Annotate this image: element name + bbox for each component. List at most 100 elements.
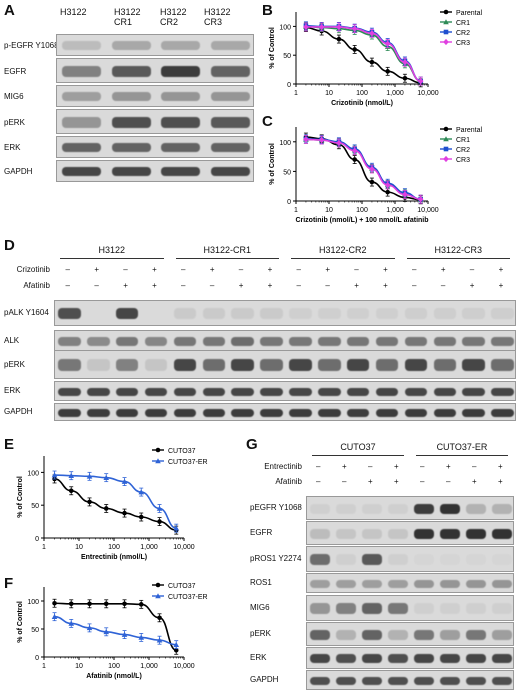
panel-d-palk-y1604-band	[202, 308, 226, 320]
panel-d-alk-band	[404, 337, 428, 347]
y-tick-label: 50	[283, 53, 291, 60]
panel-d-palk-y1604-band	[462, 308, 485, 320]
data-point-marker	[173, 641, 180, 647]
panel-c-letter: C	[262, 113, 273, 130]
panel-d-alk-band	[202, 337, 226, 347]
data-point-marker	[68, 601, 74, 607]
panel-d-gapdh-band	[58, 409, 81, 417]
panel-d-alk-band	[260, 337, 283, 347]
x-tick-label: 10	[325, 90, 333, 97]
panel-g-blot-strip	[306, 546, 514, 572]
data-point-marker	[68, 488, 74, 494]
series-line-cuto37-er	[54, 615, 177, 646]
panel-d-gapdh-band	[289, 409, 312, 417]
panel-d-sign: +	[123, 281, 128, 290]
data-point-marker	[121, 631, 128, 637]
panel-a-gapdh-band	[161, 167, 201, 177]
panel-a-p-egfr-y1068-band	[161, 41, 201, 51]
panel-d-sign: –	[65, 281, 70, 290]
y-tick-label: 100	[27, 599, 39, 606]
data-point-marker	[173, 525, 180, 531]
data-point-marker	[402, 59, 408, 66]
panel-g-gapdh-band	[439, 676, 461, 685]
panel-c-chart: 0 50 100 1 10 100 1,000 10,000 Crizotinib (nmol/…	[269, 126, 483, 224]
series-line-cr2	[305, 25, 421, 82]
panel-d-perk-band	[404, 359, 428, 372]
panel-g-row-label: GAPDH	[250, 675, 279, 684]
x-tick-label: 1,000	[386, 207, 404, 214]
panel-d-palk-y1604-band	[491, 308, 514, 320]
panel-g-gapdh-band	[491, 676, 513, 685]
data-point-marker	[138, 602, 144, 607]
panel-g-pegfr-y1068-band	[361, 503, 383, 514]
panel-d-palk-y1604-band	[433, 308, 457, 320]
panel-g-sign: +	[446, 462, 451, 471]
data-point-marker	[103, 629, 110, 635]
panel-g-egfr-band	[387, 528, 409, 539]
panel-g-pros1-y2274-band	[414, 554, 434, 565]
panel-d-palk-y1604-band	[231, 308, 254, 320]
panel-g-pegfr-y1068-band	[309, 503, 331, 514]
panel-g-pegfr-y1068-band	[387, 503, 409, 514]
panel-d-palk-y1604-band	[404, 308, 428, 320]
panel-g-blot-strip	[306, 521, 514, 545]
panel-g-ros1-band	[439, 579, 461, 588]
data-point-marker	[68, 472, 75, 478]
panel-a-perk-band	[210, 117, 250, 128]
x-tick-label: 100	[108, 544, 120, 551]
panel-d-sign: –	[94, 281, 99, 290]
panel-g-blot-strip	[306, 647, 514, 669]
x-tick-label: 1,000	[386, 90, 404, 97]
panel-g-treatment-label: Afatinib	[275, 477, 302, 486]
panel-d-sign: +	[152, 265, 157, 274]
panel-d-gapdh-band	[491, 409, 514, 417]
panel-a-row-label: ERK	[4, 143, 21, 152]
y-tick-label: 0	[287, 199, 291, 206]
data-point-marker	[443, 9, 449, 15]
y-tick-label: 50	[283, 169, 291, 176]
panel-g-perk-band	[387, 629, 409, 640]
y-tick-label: 0	[35, 655, 39, 662]
panel-d-blot-strip	[54, 300, 516, 326]
panel-f-letter: F	[4, 575, 14, 592]
panel-g-mig6-band	[465, 603, 487, 615]
panel-b-letter: B	[262, 2, 273, 19]
panel-d-erk-band	[318, 387, 341, 396]
panel-g-ros1-band	[491, 579, 513, 588]
panel-g-ros1-band	[387, 579, 409, 588]
panel-d-erk-band	[87, 387, 110, 396]
y-axis-label: % of Control	[17, 476, 24, 518]
panel-g-treatment-label: Entrectinib	[264, 462, 302, 471]
panel-d-palk-y1604-band	[289, 308, 312, 320]
data-point-marker	[157, 615, 162, 621]
x-axis-label: Afatinib (nmol/L)	[86, 673, 142, 680]
panel-d-group-line	[175, 258, 279, 259]
panel-g-mig6-band	[413, 603, 435, 615]
data-point-marker	[303, 23, 309, 31]
legend-label: CR3	[456, 40, 470, 47]
y-tick-label: 50	[31, 503, 39, 510]
panel-d-gapdh-band	[462, 409, 485, 417]
panel-d-sign: +	[94, 265, 99, 274]
data-point-marker	[103, 601, 109, 607]
panel-a-gapdh-band	[210, 167, 250, 177]
panel-a-lane-label: H3122	[160, 7, 187, 17]
data-point-marker	[336, 23, 342, 31]
panel-g-group-label: CUTO37-ER	[436, 442, 488, 452]
panel-a-blot-strip	[56, 34, 254, 56]
panel-g-pros1-y2274-band	[361, 554, 383, 566]
legend-label: CR2	[456, 30, 470, 37]
data-point-marker	[443, 29, 449, 35]
panel-d-group-line	[60, 258, 164, 259]
data-point-marker	[352, 157, 357, 162]
panel-d-perk-band	[202, 359, 226, 372]
panel-g-pros1-y2274-band	[309, 554, 331, 566]
panel-a-p-egfr-y1068-band	[111, 41, 151, 51]
panel-a-erk-band	[111, 143, 151, 153]
data-point-marker	[303, 136, 309, 143]
legend-label: CUTO37-ER	[168, 459, 208, 466]
data-point-marker	[122, 601, 127, 607]
panel-a-row-label: p-EGFR Y1068	[4, 41, 59, 50]
panel-g-sign: +	[394, 477, 399, 486]
y-tick-label: 100	[279, 24, 291, 31]
